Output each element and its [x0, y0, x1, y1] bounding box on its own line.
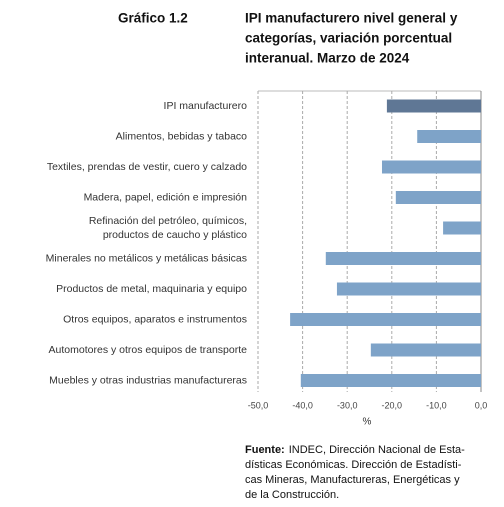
- y-tick-label: Minerales no metálicos y metálicas básic…: [46, 252, 247, 264]
- source-line: cas Mineras, Manufactureras, Energéticas…: [245, 474, 460, 486]
- x-tick-label: -50,0: [248, 400, 269, 410]
- chart-title-line: IPI manufacturero nivel general y: [245, 11, 458, 26]
- bar: [443, 221, 481, 235]
- chart-title-line: categorías, variación porcentual: [245, 31, 452, 46]
- x-tick-label: -20,0: [382, 400, 403, 410]
- bar: [290, 313, 481, 326]
- bar: [381, 160, 481, 174]
- x-tick-label: -10,0: [426, 400, 447, 410]
- y-tick-label: Productos de metal, maquinaria y equipo: [56, 283, 247, 295]
- source-line: de la Construcción.: [245, 489, 339, 501]
- bar: [417, 130, 481, 143]
- source-line: Fuente: INDEC, Dirección Nacional de Esta…: [245, 444, 465, 456]
- bar: [300, 374, 481, 387]
- bar: [386, 99, 481, 113]
- bar: [336, 282, 481, 296]
- y-tick-label: Refinación del petróleo, químicos,: [89, 215, 247, 227]
- x-tick-label: -40,0: [292, 400, 313, 410]
- figure-label: Gráfico 1.2: [118, 11, 188, 26]
- x-tick-label: 0,0: [475, 400, 488, 410]
- y-tick-label: Automotores y otros equipos de transport…: [49, 344, 248, 356]
- y-tick-label: Muebles y otras industrias manufacturera…: [49, 374, 247, 386]
- source-line: dísticas Económicas. Dirección de Estadí…: [245, 459, 462, 471]
- source-text: INDEC, Dirección Nacional de Esta-: [289, 444, 465, 456]
- y-tick-label: Textiles, prendas de vestir, cuero y cal…: [47, 161, 247, 173]
- bar: [325, 252, 481, 265]
- source-label: Fuente:: [245, 444, 285, 456]
- x-tick-label: -30,0: [337, 400, 358, 410]
- chart-title-line: interanual. Marzo de 2024: [245, 51, 410, 66]
- x-axis-label: %: [363, 417, 372, 428]
- y-tick-label: Otros equipos, aparatos e instrumentos: [63, 313, 247, 325]
- y-tick-label: Madera, papel, edición e impresión: [84, 191, 248, 203]
- bar: [395, 191, 481, 204]
- bar: [370, 343, 481, 357]
- y-tick-label: Alimentos, bebidas y tabaco: [116, 130, 247, 142]
- y-tick-label: IPI manufacturero: [164, 100, 248, 112]
- y-tick-label: productos de caucho y plástico: [103, 229, 247, 241]
